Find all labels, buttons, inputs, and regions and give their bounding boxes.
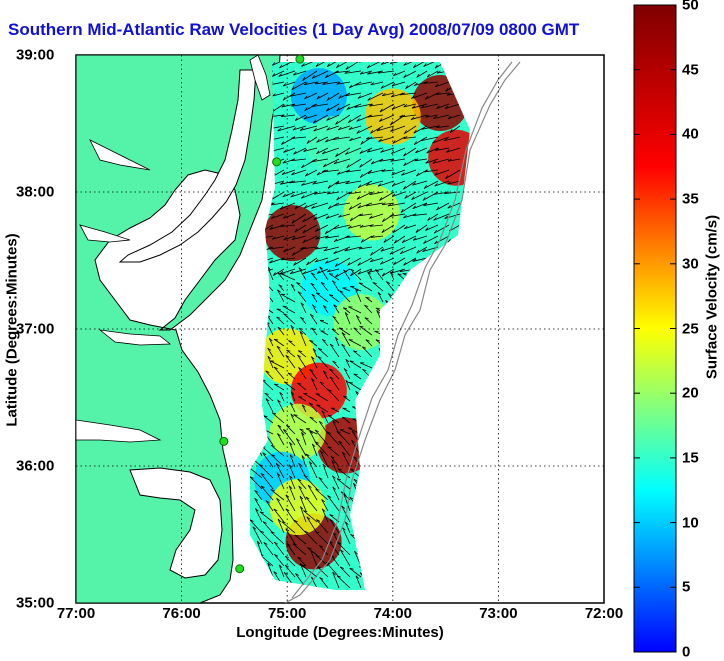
y-tick-label: 39:00 [16,47,54,64]
x-axis-label: Longitude (Degrees:Minutes) [236,624,444,641]
colorbar-tick-label: 35 [682,191,699,208]
colorbar-tick-label: 30 [682,255,699,272]
colorbar-tick-label: 0 [682,644,690,661]
colorbar-tick-label: 50 [682,0,699,14]
colorbar-tick-label: 45 [682,61,699,78]
x-tick-label: 77:00 [57,605,95,622]
y-tick-label: 38:00 [16,184,54,201]
colorbar-tick-label: 15 [682,449,699,466]
station-marker [273,158,281,166]
arrow-head [316,394,320,395]
colorbar-label: Surface Velocity (cm/s) [704,215,721,379]
y-tick-label: 37:00 [16,321,54,338]
x-tick-label: 72:00 [585,605,623,622]
colorbar-tick-label: 25 [682,320,699,337]
station-marker [220,437,228,445]
x-tick-label: 74:00 [374,605,412,622]
x-tick-label: 75:00 [268,605,306,622]
y-axis-label: Latitude (Degrees:Minutes) [4,233,21,426]
colorbar-tick-label: 40 [682,126,699,143]
velocity-patch [264,205,320,261]
station-marker [296,55,304,63]
colorbar-tick-label: 10 [682,514,699,531]
y-tick-label: 35:00 [16,595,54,612]
velocity-patch [270,479,326,535]
arrow-head [274,384,278,385]
colorbar [634,5,676,652]
x-tick-label: 76:00 [162,605,200,622]
x-tick-label: 73:00 [479,605,517,622]
colorbar-tick-label: 20 [682,385,699,402]
colorbar-tick-label: 5 [682,579,690,596]
y-tick-label: 36:00 [16,458,54,475]
station-marker [236,565,244,573]
